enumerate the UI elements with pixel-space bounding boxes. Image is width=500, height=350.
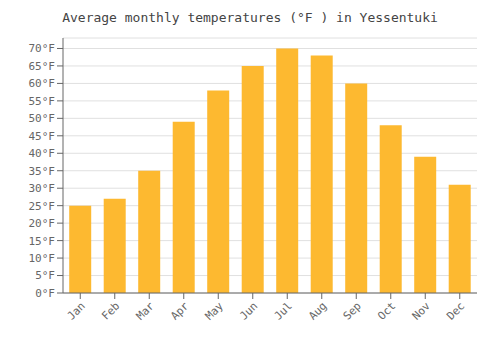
svg-text:65°F: 65°F: [29, 60, 56, 73]
svg-text:60°F: 60°F: [29, 77, 56, 90]
svg-text:5°F: 5°F: [35, 269, 55, 282]
svg-text:Mar: Mar: [134, 299, 158, 323]
svg-text:50°F: 50°F: [29, 112, 56, 125]
svg-text:May: May: [203, 299, 227, 323]
svg-text:Dec: Dec: [444, 299, 467, 322]
svg-text:10°F: 10°F: [29, 252, 56, 265]
svg-text:Apr: Apr: [168, 299, 192, 323]
svg-text:35°F: 35°F: [29, 165, 56, 178]
svg-text:Oct: Oct: [375, 299, 398, 322]
svg-text:70°F: 70°F: [29, 42, 56, 55]
svg-text:Jan: Jan: [65, 299, 88, 322]
svg-text:45°F: 45°F: [29, 130, 56, 143]
svg-text:Jul: Jul: [272, 299, 295, 322]
svg-text:15°F: 15°F: [29, 235, 56, 248]
svg-text:25°F: 25°F: [29, 200, 56, 213]
svg-text:Nov: Nov: [410, 299, 434, 323]
svg-text:55°F: 55°F: [29, 95, 56, 108]
svg-text:Feb: Feb: [99, 299, 122, 322]
svg-text:40°F: 40°F: [29, 147, 56, 160]
svg-text:20°F: 20°F: [29, 217, 56, 230]
svg-text:Aug: Aug: [306, 299, 329, 322]
html-text:Average monthly temperatures (: Average monthly temperatures (°F ) in Ye…: [62, 10, 438, 25]
svg-text:Sep: Sep: [341, 299, 364, 322]
svg-text:30°F: 30°F: [29, 182, 56, 195]
svg-text:Jun: Jun: [237, 299, 260, 322]
svg-text:0°F: 0°F: [35, 287, 55, 300]
